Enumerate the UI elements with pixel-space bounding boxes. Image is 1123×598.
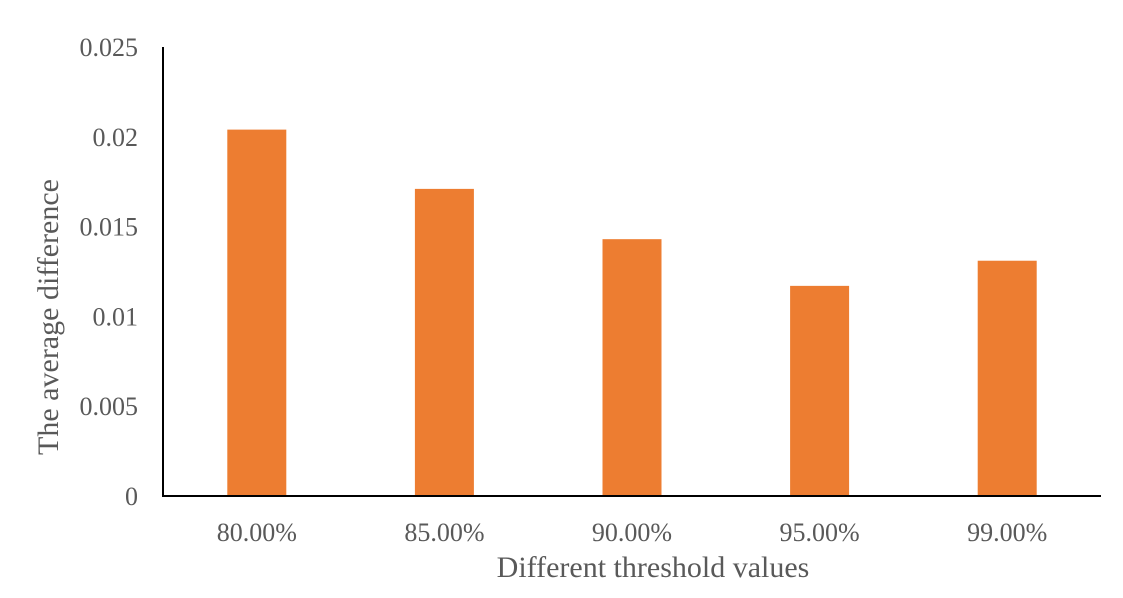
y-tick-label: 0.02 bbox=[93, 123, 139, 152]
x-tick-labels: 80.00% 85.00% 90.00% 95.00% 99.00% bbox=[217, 518, 1048, 547]
x-tick-label: 85.00% bbox=[404, 518, 484, 547]
bar bbox=[602, 239, 662, 496]
y-tick-label: 0.025 bbox=[80, 33, 139, 62]
bar bbox=[227, 129, 287, 496]
y-tick-label: 0.015 bbox=[80, 213, 139, 242]
bar bbox=[790, 285, 850, 496]
y-axis-title: The average difference bbox=[32, 179, 65, 455]
bar bbox=[414, 188, 474, 496]
y-tick-labels: 0 0.005 0.01 0.015 0.02 0.025 bbox=[80, 33, 139, 511]
x-tick-label: 90.00% bbox=[592, 518, 672, 547]
bar bbox=[977, 260, 1037, 496]
y-tick-label: 0.01 bbox=[93, 302, 139, 331]
x-tick-label: 99.00% bbox=[967, 518, 1047, 547]
bars-group bbox=[227, 129, 1037, 496]
x-tick-label: 95.00% bbox=[780, 518, 860, 547]
x-axis-title: Different threshold values bbox=[497, 551, 810, 584]
y-tick-label: 0.005 bbox=[80, 392, 139, 421]
y-tick-label: 0 bbox=[125, 482, 138, 511]
x-tick-label: 80.00% bbox=[217, 518, 297, 547]
